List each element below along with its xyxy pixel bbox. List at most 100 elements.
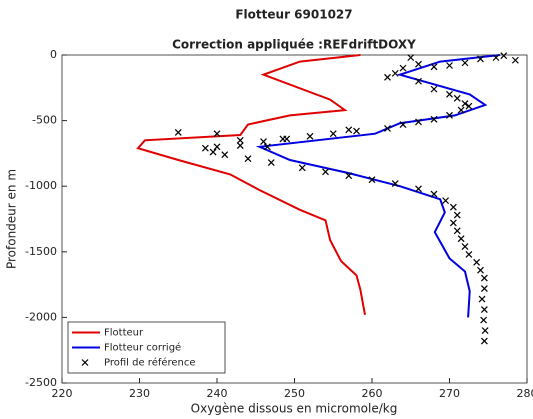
chart-title: Flotteur 6901027 xyxy=(235,8,352,22)
scatter-point xyxy=(453,227,461,235)
marker-stroke xyxy=(500,52,508,60)
marker-stroke xyxy=(446,111,453,119)
y-tick-label: -2000 xyxy=(25,310,57,323)
scatter-point xyxy=(329,130,337,138)
scatter-point xyxy=(442,197,450,205)
marker-stroke xyxy=(260,138,267,146)
scatter-point xyxy=(415,185,422,193)
scatter-point xyxy=(478,295,486,303)
marker-stroke xyxy=(384,125,391,132)
scatter-point xyxy=(465,102,473,110)
marker-stroke xyxy=(473,258,481,266)
marker-stroke xyxy=(384,73,391,81)
marker-stroke xyxy=(453,227,461,235)
chart-subtitle: Correction appliquée :REFdriftDOXY xyxy=(172,38,416,52)
marker-stroke xyxy=(430,190,438,198)
y-tick-label: -2500 xyxy=(25,376,57,389)
marker-stroke xyxy=(407,54,415,62)
marker-stroke xyxy=(322,168,329,176)
marker-stroke xyxy=(457,235,465,243)
scatter-point xyxy=(391,69,399,77)
scatter-point xyxy=(457,106,465,114)
scatter-point xyxy=(298,164,306,172)
scatter-point xyxy=(279,135,287,143)
marker-stroke xyxy=(457,106,465,114)
scatter-point xyxy=(461,243,469,250)
scatter-point xyxy=(244,155,252,163)
scatter-point xyxy=(415,77,422,85)
scatter-point xyxy=(477,266,484,274)
scatter-point xyxy=(473,258,481,266)
scatter-point xyxy=(345,172,353,180)
legend-label: Flotteur corrigé xyxy=(104,342,181,354)
scatter-point xyxy=(511,56,519,64)
scatter-point xyxy=(457,235,465,243)
marker-stroke xyxy=(492,54,500,62)
marker-stroke xyxy=(480,316,488,324)
data-line xyxy=(136,54,366,315)
marker-stroke xyxy=(430,63,438,71)
scatter-point xyxy=(480,285,488,292)
marker-stroke xyxy=(446,62,453,69)
marker-stroke xyxy=(480,285,488,292)
scatter-point xyxy=(209,148,217,156)
marker-stroke xyxy=(453,211,461,219)
scatter-point xyxy=(480,274,488,282)
marker-stroke xyxy=(391,69,399,77)
x-tick-label: 280 xyxy=(517,387,533,400)
marker-stroke xyxy=(345,126,353,134)
marker-stroke xyxy=(81,359,89,366)
marker-stroke xyxy=(213,143,221,151)
marker-stroke xyxy=(368,176,376,184)
scatter-point xyxy=(368,176,376,184)
scatter-point xyxy=(480,306,488,313)
scatter-point xyxy=(201,144,209,152)
scatter-point xyxy=(213,130,221,138)
x-axis-label: Oxygène dissous en micromole/kg xyxy=(191,402,398,416)
scatter-point xyxy=(477,55,484,63)
scatter-point xyxy=(236,136,244,144)
marker-stroke xyxy=(461,59,469,67)
marker-stroke xyxy=(279,135,287,143)
marker-stroke xyxy=(236,142,244,149)
marker-stroke xyxy=(453,94,461,102)
scatter-point xyxy=(465,250,473,258)
x-tick-label: 260 xyxy=(362,387,383,400)
scatter-point xyxy=(453,94,461,102)
y-axis-label: Profondeur en m xyxy=(5,169,19,269)
y-tick-label: -1500 xyxy=(25,245,57,258)
scatter-point xyxy=(449,203,457,211)
marker-stroke xyxy=(415,60,422,68)
marker-stroke xyxy=(174,128,182,136)
scatter-point xyxy=(345,126,353,134)
marker-stroke xyxy=(446,90,453,98)
marker-stroke xyxy=(449,203,457,211)
marker-stroke xyxy=(430,85,438,93)
marker-stroke xyxy=(399,64,407,72)
marker-stroke xyxy=(244,155,252,163)
legend-label: Profil de référence xyxy=(104,357,196,369)
marker-stroke xyxy=(345,172,353,180)
scatter-point xyxy=(384,73,391,81)
marker-stroke xyxy=(480,337,488,345)
scatter-point xyxy=(322,168,329,176)
marker-stroke xyxy=(442,197,450,205)
marker-stroke xyxy=(399,121,407,128)
scatter-point xyxy=(399,64,407,72)
marker-stroke xyxy=(480,274,488,282)
scatter-point xyxy=(430,85,438,93)
marker-stroke xyxy=(415,77,422,85)
marker-stroke xyxy=(480,306,488,313)
marker-stroke xyxy=(298,164,306,172)
marker-stroke xyxy=(391,180,399,188)
marker-stroke xyxy=(329,130,337,138)
x-tick-label: 250 xyxy=(284,387,305,400)
scatter-point xyxy=(174,128,182,136)
scatter-point xyxy=(446,111,453,119)
scatter-point xyxy=(446,90,453,98)
scatter-point xyxy=(461,59,469,67)
scatter-point xyxy=(430,115,438,123)
scatter-point xyxy=(260,138,267,146)
scatter-point xyxy=(384,125,391,132)
